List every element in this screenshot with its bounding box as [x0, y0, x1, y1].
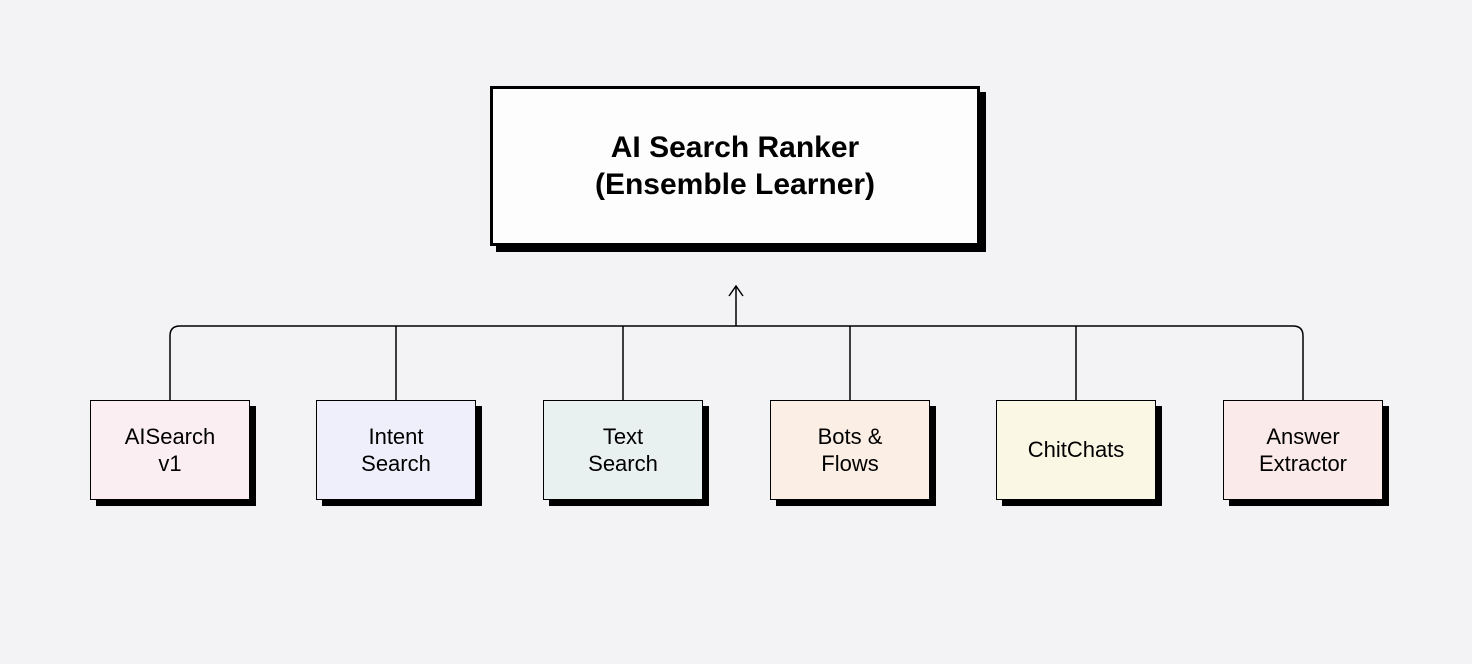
node-intent-search: IntentSearch — [316, 400, 476, 500]
node-label: IntentSearch — [361, 423, 431, 478]
node-bots-flows: Bots &Flows — [770, 400, 930, 500]
node-label: Bots &Flows — [818, 423, 883, 478]
node-aisearch-v1: AISearchv1 — [90, 400, 250, 500]
node-label: AISearchv1 — [125, 423, 216, 478]
node-text-search: TextSearch — [543, 400, 703, 500]
node-label: ChitChats — [1028, 436, 1125, 464]
edge — [170, 326, 1303, 400]
node-root: AI Search Ranker(Ensemble Learner) — [490, 86, 980, 246]
node-label: AI Search Ranker(Ensemble Learner) — [595, 129, 875, 204]
diagram-canvas: AI Search Ranker(Ensemble Learner) AISear… — [0, 0, 1472, 664]
node-chitchats: ChitChats — [996, 400, 1156, 500]
node-label: AnswerExtractor — [1259, 423, 1347, 478]
node-label: TextSearch — [588, 423, 658, 478]
node-answer-extractor: AnswerExtractor — [1223, 400, 1383, 500]
edge — [729, 286, 743, 296]
